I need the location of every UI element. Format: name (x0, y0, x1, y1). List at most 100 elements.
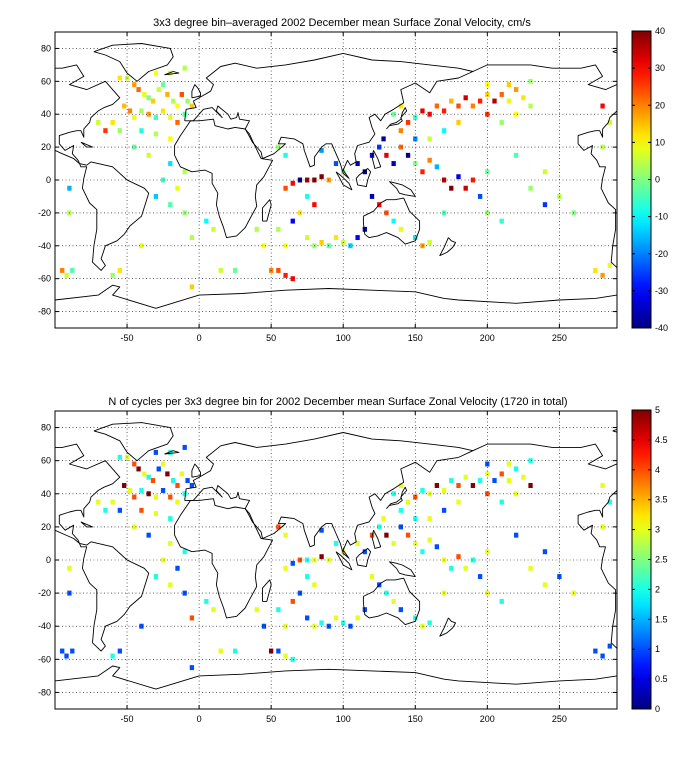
data-bin (189, 103, 195, 109)
data-bin (290, 276, 295, 282)
y-tick-label: -40 (38, 241, 51, 251)
data-bin (67, 565, 72, 571)
data-bin (283, 243, 288, 249)
data-bin (132, 144, 137, 150)
bottom-chart-title: N of cycles per 3x3 degree bin for 2002 … (108, 396, 567, 408)
data-bin (168, 161, 173, 167)
coastline (439, 237, 457, 257)
x-tick-label: 100 (336, 714, 351, 724)
data-bin (132, 524, 137, 530)
y-tick-label: 0 (46, 175, 51, 185)
data-bin (103, 128, 108, 134)
data-bin (132, 115, 137, 120)
y-tick-label: 60 (41, 456, 51, 466)
data-bin (449, 565, 454, 571)
x-tick-label: 150 (408, 333, 423, 343)
data-bin (528, 483, 533, 488)
data-bin (283, 152, 288, 158)
data-bin (168, 115, 173, 120)
data-bin (398, 144, 403, 150)
data-bin (456, 483, 461, 488)
data-bin (405, 499, 411, 505)
data-bin (117, 128, 122, 134)
data-bin (521, 474, 526, 480)
data-bin (506, 478, 512, 484)
data-bin (441, 507, 447, 513)
data-bin (521, 95, 526, 101)
data-bin (160, 557, 166, 563)
data-bin (168, 516, 173, 522)
data-bin (127, 487, 133, 493)
data-bin (420, 169, 425, 175)
coastline (174, 118, 274, 239)
data-bin (261, 623, 267, 629)
data-bin (110, 499, 115, 505)
y-tick-label: -60 (38, 654, 51, 664)
data-bin (499, 471, 504, 477)
coastline (93, 43, 174, 82)
data-bin (420, 623, 425, 629)
data-bin (60, 267, 65, 273)
data-bin (132, 461, 137, 467)
data-bin (146, 152, 151, 158)
data-bin (153, 511, 159, 517)
data-bin (405, 152, 411, 158)
data-bin (305, 615, 310, 621)
data-bin (427, 537, 432, 543)
data-bin (139, 507, 144, 513)
data-bin (391, 111, 396, 117)
data-bin (398, 103, 403, 109)
data-bin (70, 267, 75, 273)
data-bin (182, 169, 187, 175)
data-bin (139, 108, 144, 114)
data-bin (348, 243, 353, 249)
data-bin (492, 98, 497, 104)
data-bin (276, 144, 281, 150)
data-bin (182, 444, 187, 450)
data-bin (204, 218, 209, 224)
x-tick-label: 200 (480, 714, 495, 724)
data-bin (175, 119, 180, 125)
data-bin (513, 466, 519, 472)
colorbar-tick-label: -30 (655, 286, 668, 296)
data-bin (441, 128, 447, 134)
data-bin (290, 218, 295, 224)
data-bin (312, 582, 317, 588)
data-bin (506, 82, 512, 88)
data-bin (341, 620, 346, 626)
data-bin (153, 494, 159, 500)
data-bin (600, 103, 605, 109)
data-bin (171, 478, 176, 484)
colorbar-tick-label: 5 (655, 405, 660, 415)
data-bin (175, 565, 180, 571)
colorbar-tick-label: 1.5 (655, 614, 668, 624)
data-bin (600, 524, 605, 530)
data-bin (150, 478, 156, 484)
data-bin (470, 483, 476, 488)
colorbar-tick-label: 4 (655, 465, 660, 475)
data-bin (168, 540, 173, 546)
colorbar-tick-label: -20 (655, 249, 668, 259)
coastline (362, 577, 421, 626)
data-bin (283, 185, 288, 191)
coastline (164, 71, 180, 76)
data-bin (153, 70, 159, 76)
data-bin (348, 623, 353, 629)
coastlines (55, 43, 617, 309)
y-tick-label: -80 (38, 687, 51, 697)
y-tick-label: -40 (38, 621, 51, 631)
data-bin (297, 590, 303, 596)
data-bin (305, 235, 310, 241)
coastline (612, 428, 617, 433)
y-tick-label: 60 (41, 76, 51, 86)
data-bin (333, 235, 339, 241)
data-bin (142, 471, 147, 477)
data-bin (420, 243, 425, 249)
colorbar-tick-label: 4.5 (655, 435, 668, 445)
colorbar-tick-label: 2 (655, 584, 660, 594)
gridlines (55, 411, 617, 709)
data-bin (132, 494, 137, 500)
data-bin (463, 95, 468, 101)
data-bin (470, 177, 476, 183)
